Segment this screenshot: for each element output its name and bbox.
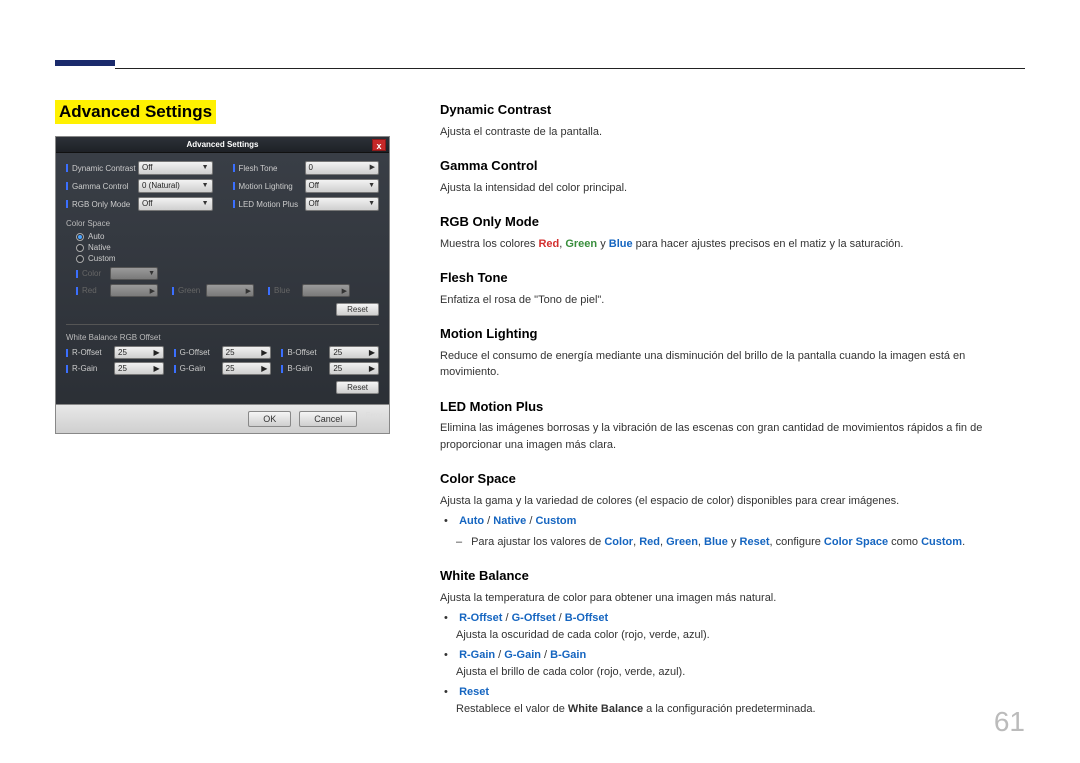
g-gain-combo[interactable]: 25▶ xyxy=(222,362,272,375)
flesh-desc: Enfatiza el rosa de "Tono de piel". xyxy=(440,292,1025,309)
colorspace-desc: Ajusta la gama y la variedad de colores … xyxy=(440,493,1025,510)
field-label: Dynamic Contrast xyxy=(66,164,138,173)
r-gain-combo[interactable]: 25▶ xyxy=(114,362,164,375)
led-heading: LED Motion Plus xyxy=(440,397,1025,417)
ok-button[interactable]: OK xyxy=(248,411,291,427)
led-motion-combo[interactable]: Off▼ xyxy=(305,197,380,211)
cs-reset-button: Reset xyxy=(336,303,379,316)
color-space-group-label: Color Space xyxy=(66,219,379,228)
r-gain-label: R-Gain xyxy=(66,364,110,373)
g-gain-label: G-Gain xyxy=(174,364,218,373)
dialog-titlebar: Advanced Settings x xyxy=(56,137,389,153)
colorspace-options: Auto / Native / Custom xyxy=(456,513,1025,530)
field-label: Motion Lighting xyxy=(233,182,305,191)
dynamic-contrast-combo[interactable]: Off▼ xyxy=(138,161,213,175)
advanced-settings-dialog: Advanced Settings x Dynamic ContrastOff▼… xyxy=(55,136,390,434)
wb-gain-item: R-Gain / G-Gain / B-Gain Ajusta el brill… xyxy=(456,647,1025,680)
dynamic-contrast-heading: Dynamic Contrast xyxy=(440,100,1025,120)
colorspace-sub: Para ajustar los valores de Color, Red, … xyxy=(440,534,1025,551)
field-label: RGB Only Mode xyxy=(66,200,138,209)
cancel-button[interactable]: Cancel xyxy=(299,411,357,427)
gamma-combo[interactable]: 0 (Natural)▼ xyxy=(138,179,213,193)
header-rule xyxy=(115,68,1025,69)
r-offset-combo[interactable]: 25▶ xyxy=(114,346,164,359)
content-column: Dynamic Contrast Ajusta el contraste de … xyxy=(440,100,1025,721)
b-offset-label: B-Offset xyxy=(281,348,325,357)
b-gain-label: B-Gain xyxy=(281,364,325,373)
wb-reset-desc: Restablece el valor de White Balance a l… xyxy=(456,701,1025,718)
led-desc: Elimina las imágenes borrosas y la vibra… xyxy=(440,420,1025,453)
gamma-heading: Gamma Control xyxy=(440,156,1025,176)
page-number: 61 xyxy=(994,706,1025,738)
cs-red-combo: ▶ xyxy=(110,284,158,297)
radio-auto[interactable]: Auto xyxy=(76,232,379,241)
wb-offset-desc: Ajusta la oscuridad de cada color (rojo,… xyxy=(456,627,1025,644)
field-label: Gamma Control xyxy=(66,182,138,191)
wb-reset-item: Reset Restablece el valor de White Balan… xyxy=(456,684,1025,717)
field-label: Flesh Tone xyxy=(233,164,305,173)
rgb-heading: RGB Only Mode xyxy=(440,212,1025,232)
colorspace-heading: Color Space xyxy=(440,469,1025,489)
radio-native[interactable]: Native xyxy=(76,243,379,252)
dialog-title: Advanced Settings xyxy=(186,140,258,149)
header-accent xyxy=(55,60,115,66)
close-icon[interactable]: x xyxy=(372,139,386,151)
cs-blue-label: Blue xyxy=(268,286,298,295)
motion-heading: Motion Lighting xyxy=(440,324,1025,344)
wb-reset-button[interactable]: Reset xyxy=(336,381,379,394)
wb-gain-desc: Ajusta el brillo de cada color (rojo, ve… xyxy=(456,664,1025,681)
section-title: Advanced Settings xyxy=(55,100,216,124)
gamma-desc: Ajusta la intensidad del color principal… xyxy=(440,180,1025,197)
dynamic-contrast-desc: Ajusta el contraste de la pantalla. xyxy=(440,124,1025,141)
b-gain-combo[interactable]: 25▶ xyxy=(329,362,379,375)
motion-lighting-combo[interactable]: Off▼ xyxy=(305,179,380,193)
flesh-heading: Flesh Tone xyxy=(440,268,1025,288)
field-label: LED Motion Plus xyxy=(233,200,305,209)
b-offset-combo[interactable]: 25▶ xyxy=(329,346,379,359)
cs-green-label: Green xyxy=(172,286,202,295)
r-offset-label: R-Offset xyxy=(66,348,110,357)
cs-green-combo: ▶ xyxy=(206,284,254,297)
wb-desc: Ajusta la temperatura de color para obte… xyxy=(440,590,1025,607)
cs-blue-combo: ▶ xyxy=(302,284,350,297)
cs-color-label: Color xyxy=(76,269,106,278)
flesh-tone-combo[interactable]: 0▶ xyxy=(305,161,380,175)
cs-color-combo: ▼ xyxy=(110,267,158,280)
g-offset-combo[interactable]: 25▶ xyxy=(222,346,272,359)
cs-red-label: Red xyxy=(76,286,106,295)
wb-offset-item: R-Offset / G-Offset / B-Offset Ajusta la… xyxy=(456,610,1025,643)
wb-group-label: White Balance RGB Offset xyxy=(66,333,379,342)
rgb-only-combo[interactable]: Off▼ xyxy=(138,197,213,211)
rgb-desc: Muestra los colores Red, Green y Blue pa… xyxy=(440,236,1025,253)
motion-desc: Reduce el consumo de energía mediante un… xyxy=(440,348,1025,381)
radio-custom[interactable]: Custom xyxy=(76,254,379,263)
wb-heading: White Balance xyxy=(440,566,1025,586)
g-offset-label: G-Offset xyxy=(174,348,218,357)
